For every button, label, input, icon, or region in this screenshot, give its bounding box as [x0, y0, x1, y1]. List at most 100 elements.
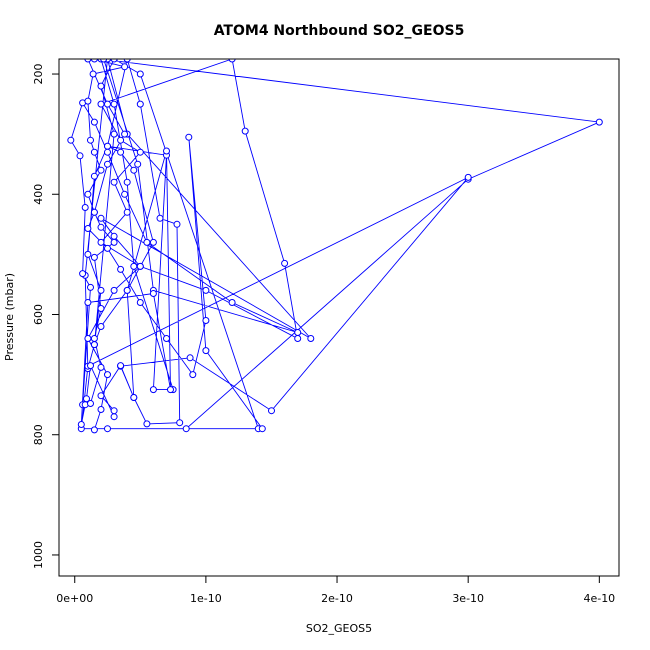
data-point [67, 136, 75, 144]
data-point [130, 262, 138, 270]
data-point [163, 335, 170, 342]
data-point [163, 147, 170, 155]
data-point [84, 335, 92, 342]
data-point [189, 371, 197, 379]
data-point [258, 425, 266, 433]
data-point [173, 220, 181, 228]
x-tick-label: 3e-10 [452, 592, 484, 605]
x-tick-label: 0e+00 [56, 592, 93, 605]
data-point [84, 59, 92, 63]
data-point [123, 178, 131, 186]
data-point [90, 148, 98, 156]
data-point [185, 133, 193, 141]
data-point [97, 363, 105, 371]
x-tick-label: 2e-10 [321, 592, 353, 605]
data-point [90, 208, 98, 216]
data-point [167, 386, 174, 394]
data-point [110, 59, 118, 63]
data-point [241, 127, 249, 135]
data-point [121, 63, 129, 71]
data-point [97, 82, 105, 90]
data-point [595, 118, 603, 126]
data-point [110, 238, 118, 246]
x-tick-label: 1e-10 [190, 592, 222, 605]
data-point [90, 253, 98, 261]
data-point [268, 407, 275, 415]
data-point [117, 148, 125, 156]
data-point [97, 238, 105, 246]
data-point [143, 238, 151, 246]
data-point [90, 59, 98, 63]
data-point [110, 286, 118, 294]
data-point [77, 421, 85, 428]
data-point [104, 425, 111, 433]
y-tick-label: 200 [32, 64, 45, 85]
data-point [136, 70, 144, 78]
data-point [87, 136, 94, 144]
data-point [104, 100, 111, 108]
data-point [84, 250, 92, 258]
data-point [123, 286, 131, 294]
data-point [104, 148, 111, 156]
data-point [97, 305, 105, 312]
y-axis: 200 400 600 800 1000 [32, 64, 60, 569]
data-point [104, 244, 111, 252]
data-point [281, 259, 289, 267]
data-point [97, 214, 105, 222]
data-point [156, 214, 164, 222]
x-tick-label: 4e-10 [583, 592, 615, 605]
data-point [97, 392, 105, 400]
y-tick-label: 600 [32, 304, 45, 325]
data-point [117, 362, 125, 370]
data-point [149, 238, 157, 246]
data-point [97, 323, 105, 330]
y-tick-label: 1000 [32, 541, 45, 569]
data-point [87, 283, 94, 291]
data-point [117, 136, 125, 144]
data-point [81, 204, 89, 211]
data-point [136, 262, 144, 270]
data-point [464, 173, 472, 181]
x-axis-label: SO2_GEOS5 [306, 622, 372, 635]
data-point [228, 59, 236, 63]
data-point [104, 142, 111, 150]
data-point [110, 232, 118, 240]
data-point [202, 347, 210, 355]
data-point [294, 335, 302, 342]
data-point [97, 406, 105, 413]
data-point [90, 341, 98, 349]
data-point [97, 223, 105, 231]
data-point [110, 407, 118, 415]
data-point [121, 130, 129, 138]
data-point [89, 70, 97, 78]
data-point [110, 413, 118, 421]
y-axis-label: Pressure (mbar) [3, 273, 16, 361]
data-point [104, 160, 111, 168]
data-point [202, 317, 210, 324]
chart-title: ATOM4 Northbound SO2_GEOS5 [214, 23, 465, 39]
data-point [90, 118, 98, 126]
data-point [90, 426, 98, 434]
data-point [104, 371, 111, 379]
data-point [97, 100, 105, 108]
data-point [90, 335, 98, 342]
data-point [84, 97, 92, 105]
data-point [130, 394, 138, 401]
data-point [123, 59, 131, 63]
data-point [90, 172, 98, 180]
data-point [136, 148, 144, 156]
data-point [87, 362, 94, 370]
data-point [84, 299, 92, 306]
data-point [97, 286, 105, 294]
data-point [294, 329, 302, 336]
data-point [100, 59, 108, 63]
data-point [110, 130, 118, 138]
data-point [136, 100, 144, 108]
data-point [182, 425, 190, 433]
data-point [307, 335, 315, 342]
data-point [87, 400, 94, 407]
data-point [84, 225, 92, 232]
data-point [123, 208, 131, 216]
